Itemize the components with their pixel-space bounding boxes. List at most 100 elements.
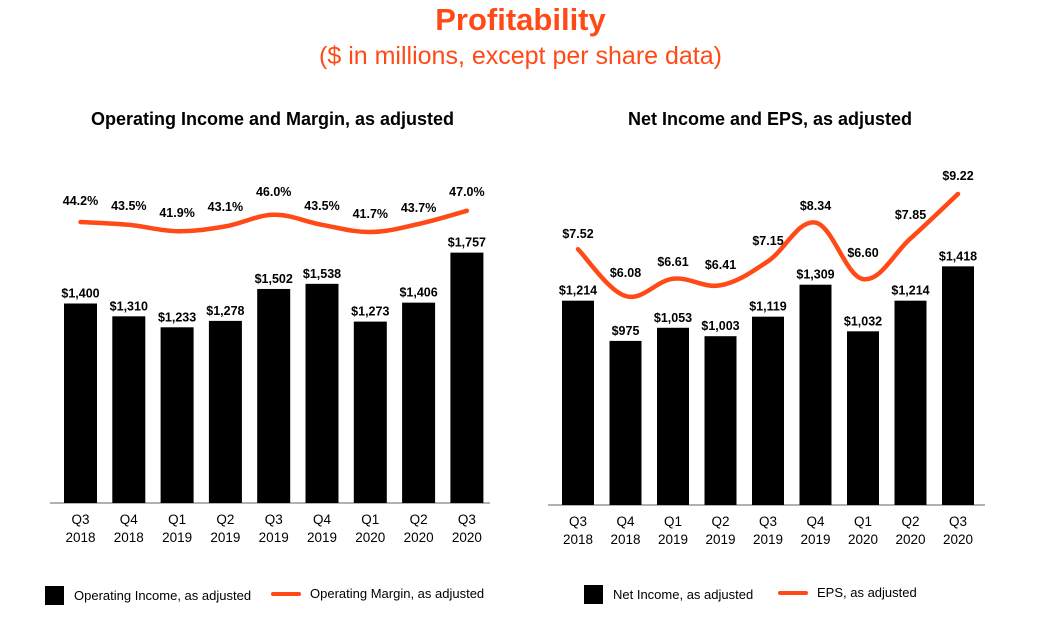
right-legend-line: EPS, as adjusted (778, 585, 917, 600)
legend-bar-label: Operating Income, as adjusted (74, 588, 252, 603)
x-tick-label: 2020 (404, 530, 434, 545)
line-value-label: $6.41 (705, 258, 736, 272)
x-tick-label: 2019 (800, 532, 830, 547)
bar (208, 320, 242, 503)
bar (353, 321, 387, 503)
x-tick-label: 2019 (210, 530, 240, 545)
bar (704, 336, 737, 505)
bar (562, 300, 594, 505)
bar-value-label: $1,214 (559, 284, 597, 298)
bar-value-label: $1,406 (399, 286, 437, 300)
x-tick-label: 2019 (307, 530, 337, 545)
x-tick-label: Q2 (216, 512, 234, 527)
bar (64, 303, 97, 503)
bar (894, 300, 927, 505)
bar-value-label: $1,418 (939, 249, 977, 263)
bar (847, 331, 879, 505)
bar-value-label: $1,214 (891, 284, 929, 298)
bar-value-label: $1,278 (206, 304, 244, 318)
legend-line-label: EPS, as adjusted (817, 585, 917, 600)
x-tick-label: Q1 (361, 512, 379, 527)
x-tick-label: 2018 (563, 532, 593, 547)
page-title: Profitability (435, 2, 606, 37)
bar-value-label: $1,310 (110, 299, 148, 313)
bar (305, 283, 339, 503)
line-value-label: 41.9% (159, 206, 194, 220)
bar-value-label: $1,273 (351, 305, 389, 319)
line-value-label: 44.2% (63, 194, 98, 208)
x-tick-label: 2020 (355, 530, 385, 545)
bar (657, 327, 689, 505)
x-tick-label: 2018 (114, 530, 144, 545)
legend-line-swatch (778, 590, 808, 595)
legend-line-label: Operating Margin, as adjusted (310, 586, 485, 601)
bar-value-label: $1,032 (844, 314, 882, 328)
series-line (78, 208, 470, 235)
x-tick-label: Q3 (458, 512, 476, 527)
x-tick-label: Q3 (569, 514, 587, 529)
bar-value-label: $1,502 (255, 272, 293, 286)
line-value-label: $8.34 (800, 199, 831, 213)
bar (450, 252, 484, 503)
x-tick-label: Q3 (759, 514, 777, 529)
bar-value-label: $1,400 (61, 287, 99, 301)
bar-value-label: $1,538 (303, 267, 341, 281)
x-tick-label: 2020 (895, 532, 925, 547)
x-tick-label: 2020 (943, 532, 973, 547)
bar (609, 340, 642, 505)
x-tick-label: 2019 (705, 532, 735, 547)
bar-value-label: $1,757 (448, 236, 486, 250)
x-tick-label: Q4 (120, 512, 139, 527)
x-tick-label: Q4 (806, 514, 825, 529)
bar-value-label: $1,309 (796, 268, 834, 282)
page-subtitle: ($ in millions, except per share data) (319, 42, 722, 70)
line-value-label: 43.1% (208, 200, 243, 214)
line-value-label: $6.60 (847, 246, 878, 260)
x-tick-label: Q2 (410, 512, 428, 527)
x-tick-label: Q3 (265, 512, 283, 527)
bar (257, 288, 291, 503)
x-tick-label: 2018 (610, 532, 640, 547)
x-tick-label: Q4 (616, 514, 635, 529)
x-tick-label: Q1 (168, 512, 186, 527)
x-tick-label: Q4 (313, 512, 332, 527)
x-tick-label: Q1 (854, 514, 872, 529)
left-legend-bar: Operating Income, as adjusted (45, 586, 251, 605)
line-value-label: $7.85 (895, 208, 926, 222)
x-tick-label: 2018 (65, 530, 95, 545)
series-line (575, 191, 961, 300)
line-value-label: $7.15 (752, 234, 783, 248)
x-tick-label: 2020 (452, 530, 482, 545)
bar (799, 284, 832, 505)
line-value-label: 43.5% (304, 199, 339, 213)
legend-bar-swatch (45, 586, 64, 605)
line-value-label: $6.08 (610, 266, 641, 280)
left-legend-line: Operating Margin, as adjusted (271, 586, 484, 601)
line-value-label: 46.0% (256, 185, 291, 199)
bar (402, 302, 436, 503)
x-tick-label: Q3 (71, 512, 89, 527)
bar (160, 327, 194, 503)
bar-value-label: $1,119 (749, 300, 787, 314)
line-value-label: 47.0% (449, 185, 484, 199)
legend-bar-swatch (584, 585, 603, 604)
bar (112, 316, 146, 503)
right-chart-title: Net Income and EPS, as adjusted (627, 109, 913, 129)
x-tick-label: 2020 (848, 532, 878, 547)
x-tick-label: 2019 (753, 532, 783, 547)
left-chart-title: Operating Income and Margin, as adjusted (90, 109, 455, 129)
x-tick-label: 2019 (658, 532, 688, 547)
bar (752, 316, 784, 505)
line-value-label: $9.22 (942, 169, 973, 183)
line-value-label: $6.61 (657, 255, 688, 269)
line-value-label: 41.7% (353, 207, 388, 221)
line-value-label: 43.5% (111, 199, 146, 213)
bar-value-label: $1,003 (701, 319, 739, 333)
x-tick-label: Q3 (949, 514, 967, 529)
bar-value-label: $975 (612, 324, 640, 338)
line-value-label: 43.7% (401, 201, 436, 215)
x-tick-label: Q2 (711, 514, 729, 529)
bar-value-label: $1,233 (158, 310, 196, 324)
x-tick-label: 2019 (259, 530, 289, 545)
